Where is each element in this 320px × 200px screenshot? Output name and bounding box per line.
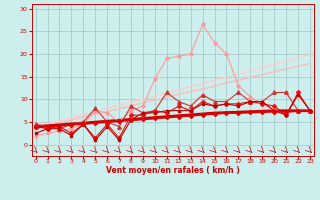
X-axis label: Vent moyen/en rafales ( km/h ): Vent moyen/en rafales ( km/h ) — [106, 166, 240, 175]
